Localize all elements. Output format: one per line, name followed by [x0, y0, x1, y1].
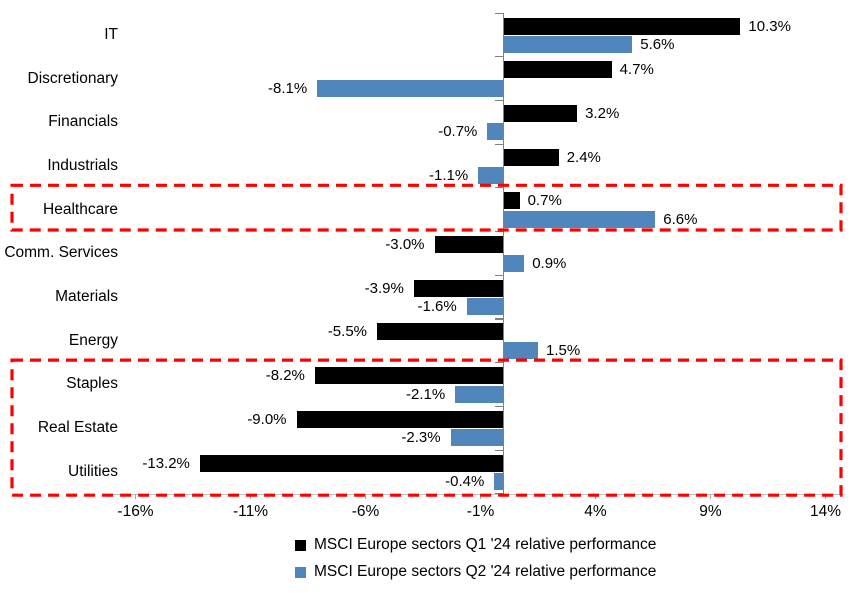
category-tick: [495, 318, 503, 320]
value-label-s1-real-estate: -9.0%: [247, 410, 287, 428]
category-label-comm-services: Comm. Services: [4, 244, 118, 262]
x-tick-label-4: 4%: [584, 503, 607, 520]
bar-s1-staples: [314, 367, 504, 385]
value-label-s1-utilities: -13.2%: [142, 454, 190, 472]
value-label-s1-financials: 3.2%: [585, 104, 620, 122]
bar-s1-energy: [377, 323, 504, 341]
category-tick: [495, 362, 503, 364]
bar-s2-industrials: [478, 167, 504, 185]
value-label-s1-it: 10.3%: [748, 17, 791, 35]
category-label-it: IT: [104, 25, 118, 43]
x-tick-label-1: -1%: [466, 503, 495, 520]
value-label-s1-healthcare: 0.7%: [527, 192, 562, 210]
category-tick: [495, 56, 503, 58]
x-tick-label-9: 9%: [699, 503, 722, 520]
legend-item-q2: MSCI Europe sectors Q2 '24 relative perf…: [295, 562, 656, 582]
value-label-s2-it: 5.6%: [640, 36, 675, 53]
value-label-s1-discretionary: 4.7%: [619, 61, 654, 79]
category-label-materials: Materials: [55, 288, 118, 306]
bar-s1-utilities: [199, 454, 504, 472]
bar-s2-real-estate: [450, 429, 504, 447]
bar-s2-it: [503, 36, 633, 53]
value-label-s1-comm-services: -3.0%: [385, 236, 425, 253]
bar-s1-discretionary: [503, 61, 612, 79]
category-label-industrials: Industrials: [47, 156, 118, 174]
bar-s1-financials: [503, 104, 578, 122]
value-label-s2-financials: -0.7%: [438, 123, 478, 141]
x-tick-label-16: -16%: [117, 503, 154, 520]
value-label-s1-materials: -3.9%: [364, 279, 404, 297]
category-label-financials: Financials: [48, 113, 118, 131]
bar-s1-materials: [413, 279, 504, 297]
category-label-real-estate: Real Estate: [37, 419, 118, 437]
value-label-s2-utilities: -0.4%: [445, 473, 485, 490]
bar-s2-financials: [487, 123, 504, 141]
x-axis-tick: [134, 493, 137, 499]
category-label-utilities: Utilities: [68, 462, 118, 480]
legend-swatch-q2: [295, 566, 306, 578]
x-axis-tick: [594, 493, 597, 499]
category-tick: [495, 449, 503, 451]
value-label-s1-industrials: 2.4%: [566, 148, 601, 166]
value-label-s1-staples: -8.2%: [265, 367, 305, 385]
category-label-staples: Staples: [66, 375, 118, 393]
x-axis-tick: [479, 493, 482, 499]
value-label-s2-energy: 1.5%: [546, 341, 581, 359]
bar-s1-healthcare: [503, 192, 520, 210]
value-label-s2-healthcare: 6.6%: [663, 210, 698, 228]
bar-s1-comm-services: [434, 236, 504, 253]
bar-s2-healthcare: [503, 210, 656, 228]
legend-label-q2: MSCI Europe sectors Q2 '24 relative perf…: [314, 563, 657, 580]
x-axis-tick: [709, 493, 712, 499]
category-label-discretionary: Discretionary: [27, 69, 118, 87]
x-tick-label-6: -6%: [351, 503, 380, 520]
value-label-s2-discretionary: -8.1%: [268, 79, 308, 97]
category-label-healthcare: Healthcare: [43, 200, 118, 218]
value-label-s1-energy: -5.5%: [327, 323, 367, 341]
value-label-s2-real-estate: -2.3%: [401, 429, 441, 447]
bar-s2-comm-services: [503, 254, 525, 272]
bar-s2-materials: [466, 298, 504, 316]
bar-s2-energy: [503, 341, 538, 359]
category-tick: [495, 12, 503, 14]
value-label-s2-staples: -2.1%: [406, 385, 446, 403]
category-label-energy: Energy: [68, 331, 118, 349]
x-axis-line: [113, 493, 844, 496]
category-tick: [495, 274, 503, 276]
category-tick: [495, 405, 503, 407]
category-tick: [495, 187, 503, 189]
value-label-s2-industrials: -1.1%: [429, 167, 469, 185]
bar-s1-industrials: [503, 148, 559, 166]
bar-s2-staples: [455, 385, 504, 403]
x-axis-tick: [364, 493, 367, 499]
y-axis-line: [502, 13, 505, 494]
bar-s2-discretionary: [317, 79, 504, 97]
value-label-s2-materials: -1.6%: [417, 298, 457, 316]
category-tick: [495, 143, 503, 145]
value-label-s2-comm-services: 0.9%: [532, 254, 567, 272]
x-axis-tick: [249, 493, 252, 499]
x-tick-label-14: 14%: [809, 503, 842, 520]
legend-label-q1: MSCI Europe sectors Q1 '24 relative perf…: [314, 536, 657, 553]
x-axis-tick: [824, 493, 827, 499]
category-tick: [495, 99, 503, 102]
bar-s1-real-estate: [296, 410, 504, 428]
category-tick: [495, 231, 503, 233]
x-tick-label-11: -11%: [232, 503, 269, 520]
legend-item-q1: MSCI Europe sectors Q1 '24 relative perf…: [295, 535, 656, 555]
legend-swatch-q1: [295, 539, 306, 551]
bar-s1-it: [503, 17, 741, 35]
